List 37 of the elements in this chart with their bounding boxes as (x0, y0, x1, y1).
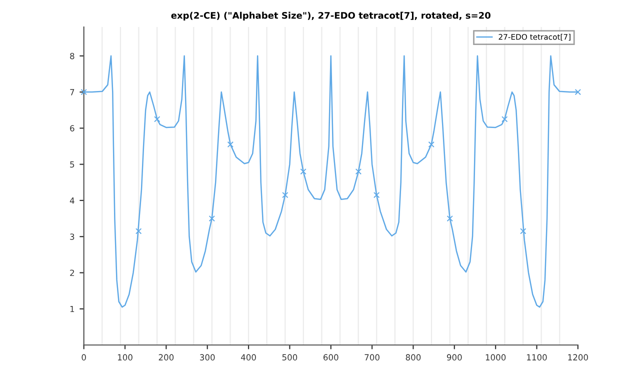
point (502, 116, 508, 122)
point (136, 228, 142, 234)
y-tick-label: 1 (70, 306, 74, 312)
x-tick-label: 300 (200, 354, 215, 360)
x-tick-label: 0 (82, 354, 86, 360)
point (300, 168, 306, 175)
point (282, 192, 288, 198)
point (208, 215, 215, 222)
point (80, 88, 87, 96)
x-tick-label: 800 (406, 354, 421, 360)
y-tick-label: 4 (70, 198, 74, 204)
chart-title: exp(2-CE) ("Alphabet Size"), 27-EDO tetracot[7], rotated, s=20 (171, 12, 490, 21)
x-tick-label: 900 (446, 354, 462, 360)
x-tick-label: 100 (118, 354, 132, 360)
y-tick-label: 6 (70, 125, 74, 132)
x-tick-label: 1200 (568, 354, 588, 360)
point (446, 215, 453, 222)
y-tick-label: 8 (70, 52, 74, 60)
x-tick-label: 200 (158, 354, 174, 360)
x-tick-label: 600 (324, 354, 338, 360)
point (428, 141, 434, 148)
y-tick-label: 5 (70, 161, 74, 168)
x-tick-label: 1000 (486, 354, 506, 360)
point (574, 88, 582, 96)
point (520, 228, 526, 234)
point (227, 141, 234, 148)
point (355, 168, 362, 175)
x-tick-label: 1100 (527, 354, 547, 360)
point (374, 192, 380, 198)
line-series (84, 55, 578, 308)
y-tick-label: 2 (70, 270, 74, 276)
y-tick-label: 3 (70, 234, 74, 240)
y-tick-label: 7 (70, 89, 74, 96)
x-tick-label: 400 (240, 354, 256, 360)
x-tick-label: 500 (282, 354, 298, 360)
point (154, 116, 160, 122)
x-tick-label: 700 (364, 354, 380, 360)
